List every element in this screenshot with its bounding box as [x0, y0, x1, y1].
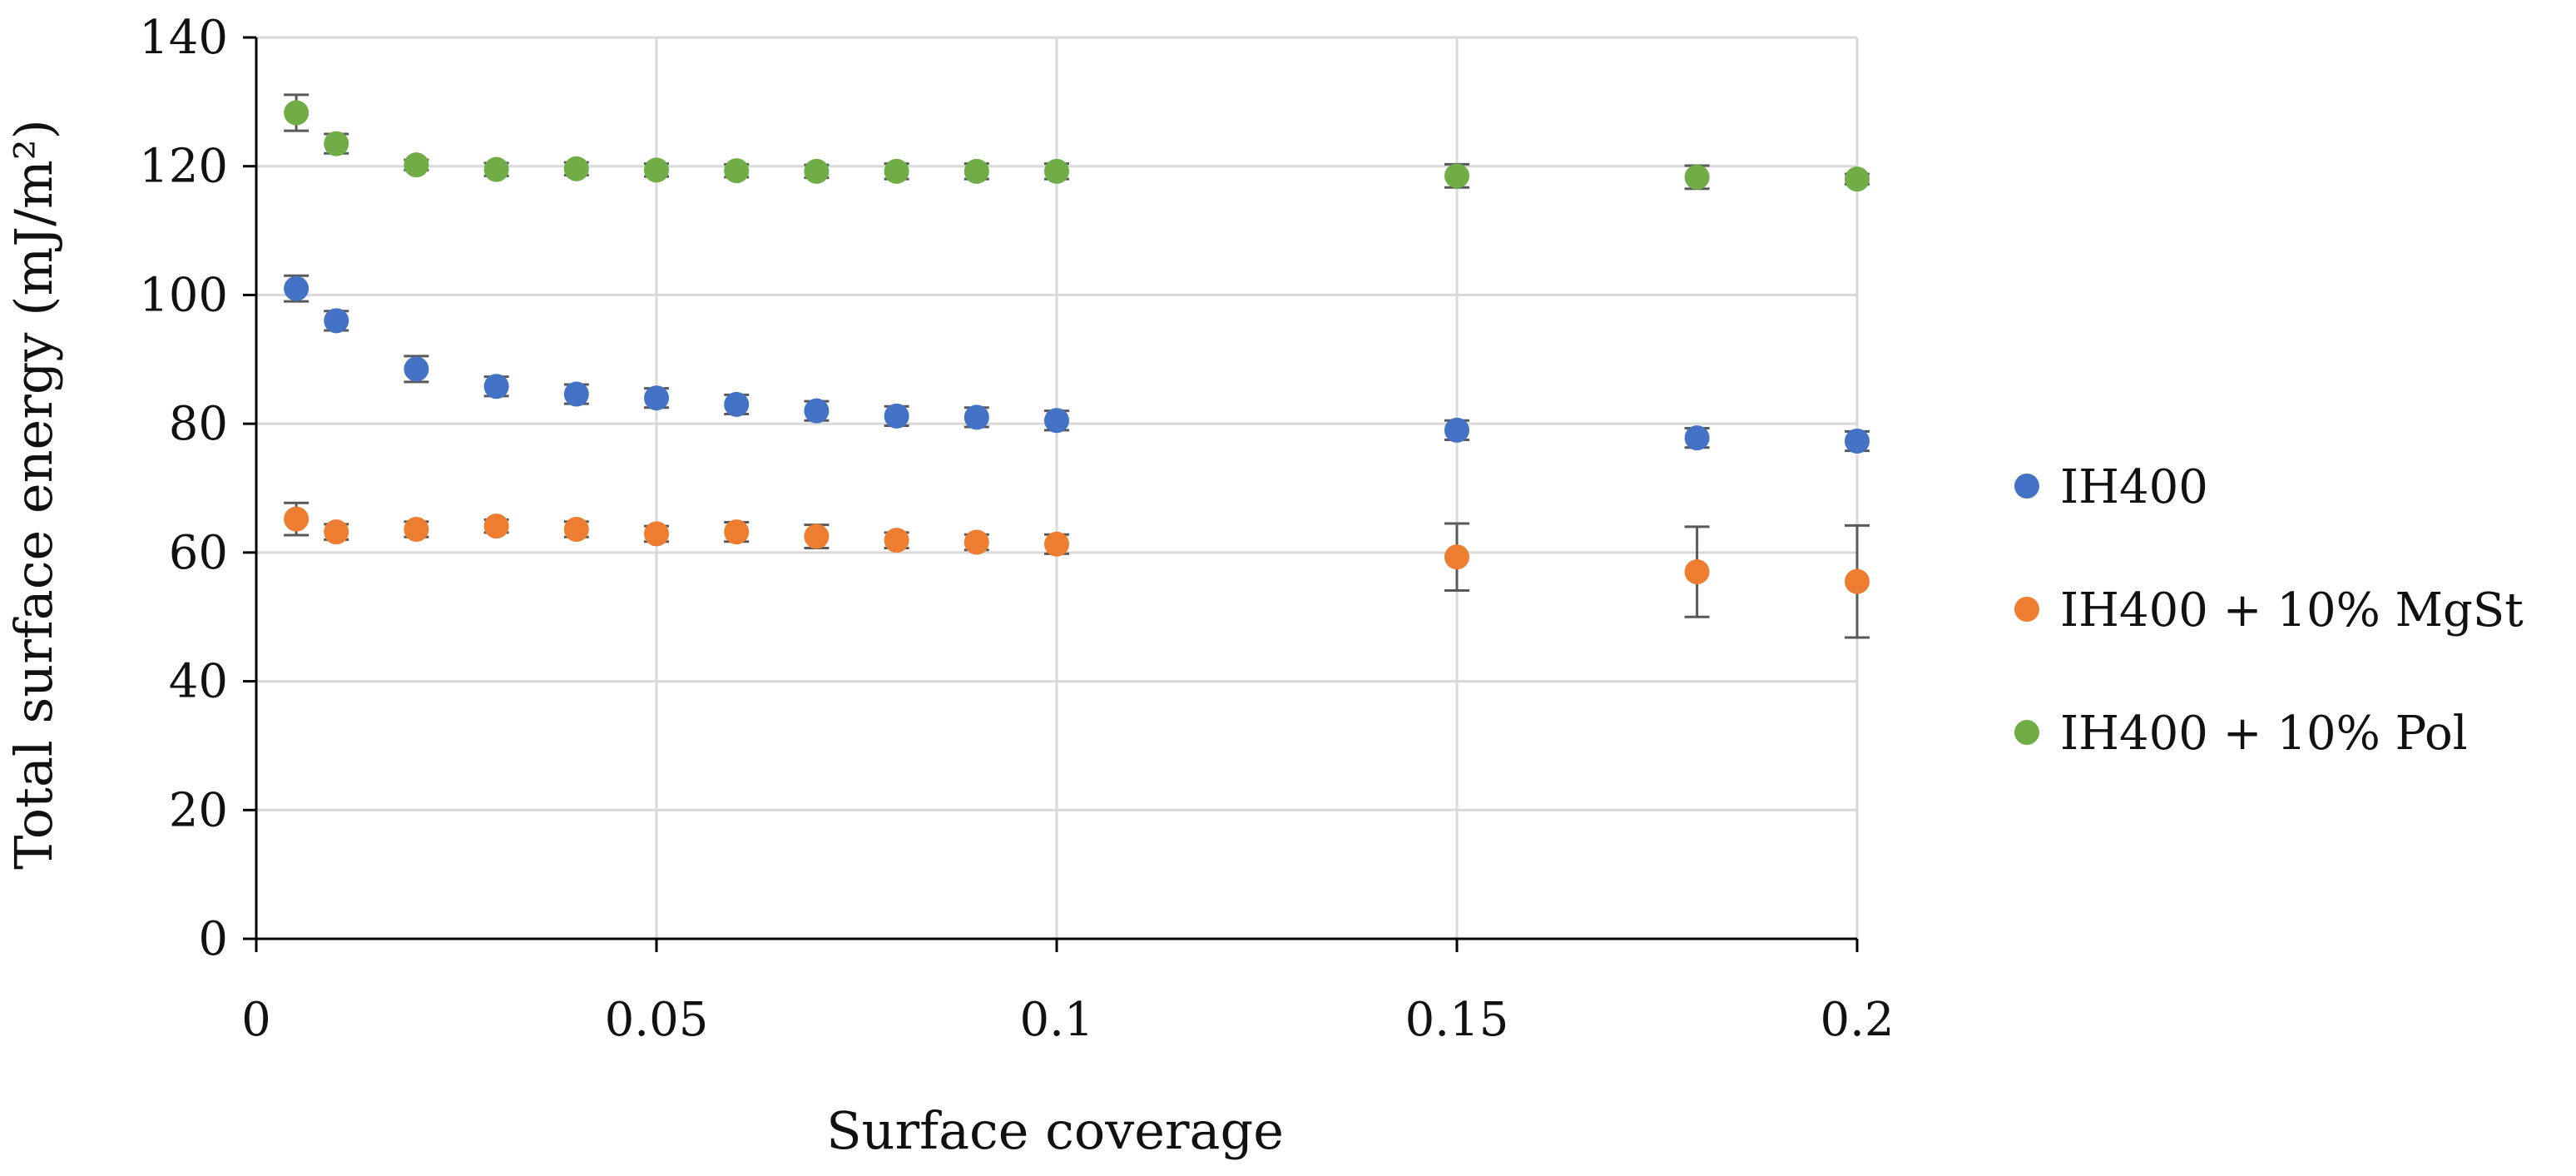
- y-tick-label: 40: [169, 655, 228, 709]
- series-0: [284, 274, 1870, 454]
- legend-marker-ih400-mgst: [2014, 597, 2039, 622]
- data-point: [483, 156, 509, 182]
- y-tick-label: 0: [198, 912, 228, 966]
- data-point: [644, 521, 669, 547]
- data-point: [964, 404, 989, 430]
- data-point: [483, 514, 509, 539]
- data-point: [884, 403, 909, 429]
- data-point: [563, 156, 589, 181]
- data-point: [404, 356, 429, 382]
- x-tick-label: 0.15: [1405, 993, 1509, 1047]
- data-point: [644, 157, 669, 183]
- legend-item-ih400-mgst: IH400 + 10% MgSt: [2014, 583, 2524, 638]
- y-tick-label: 140: [139, 11, 228, 65]
- legend-marker-ih400-pol: [2014, 720, 2039, 745]
- data-point: [964, 158, 989, 184]
- y-axis-title: Total surface energy (mJ/m²): [3, 119, 64, 870]
- data-point: [804, 523, 830, 549]
- y-tick-label: 120: [139, 140, 228, 194]
- x-tick-labels: 0 0.05 0.1 0.15 0.2: [241, 993, 1894, 1047]
- data-point: [1684, 164, 1710, 190]
- legend: IH400 IH400 + 10% MgSt IH400 + 10% Pol: [2014, 460, 2524, 761]
- data-point: [404, 517, 429, 543]
- data-point: [284, 100, 310, 126]
- data-point: [324, 308, 349, 334]
- data-point: [884, 158, 909, 184]
- series-2: [284, 93, 1870, 192]
- data-point: [284, 506, 310, 532]
- data-point: [1044, 408, 1069, 434]
- data-point: [1845, 568, 1870, 594]
- y-tick-label: 100: [139, 268, 228, 322]
- data-point: [724, 158, 750, 184]
- y-tick-label: 60: [169, 526, 228, 580]
- data-point: [804, 398, 830, 424]
- x-tick-label: 0.1: [1019, 993, 1093, 1047]
- legend-label-ih400-mgst: IH400 + 10% MgSt: [2060, 583, 2524, 638]
- data-point: [804, 158, 830, 184]
- y-tick-label: 80: [169, 397, 228, 451]
- data-point: [1444, 544, 1469, 570]
- data-point: [1044, 158, 1069, 184]
- data-point: [1044, 531, 1069, 557]
- data-series: [284, 93, 1870, 639]
- y-tick-label: 20: [169, 783, 228, 837]
- data-point: [563, 517, 589, 543]
- data-point: [563, 381, 589, 407]
- x-axis-title: Surface coverage: [826, 1100, 1284, 1161]
- y-tick-labels: 0 20 40 60 80 100 120 140: [139, 11, 228, 966]
- axes: [243, 36, 1859, 952]
- data-point: [1444, 417, 1469, 443]
- data-point: [404, 152, 429, 178]
- data-point: [1845, 429, 1870, 454]
- data-point: [483, 374, 509, 399]
- legend-label-ih400: IH400: [2060, 460, 2208, 514]
- x-tick-label: 0.05: [605, 993, 709, 1047]
- data-point: [1845, 166, 1870, 192]
- data-point: [284, 275, 310, 301]
- series-1: [284, 501, 1870, 639]
- data-point: [1684, 559, 1710, 585]
- x-tick-label: 0: [241, 993, 271, 1047]
- data-point: [1444, 163, 1469, 189]
- legend-marker-ih400: [2014, 474, 2039, 499]
- legend-item-ih400-pol: IH400 + 10% Pol: [2014, 707, 2468, 761]
- legend-item-ih400: IH400: [2014, 460, 2208, 514]
- data-point: [324, 519, 349, 545]
- data-point: [724, 391, 750, 417]
- x-tick-label: 0.2: [1820, 993, 1894, 1047]
- data-point: [964, 529, 989, 555]
- data-point: [644, 385, 669, 411]
- data-point: [884, 528, 909, 553]
- data-point: [724, 519, 750, 545]
- legend-label-ih400-pol: IH400 + 10% Pol: [2060, 707, 2468, 761]
- data-point: [1684, 425, 1710, 451]
- data-point: [324, 131, 349, 156]
